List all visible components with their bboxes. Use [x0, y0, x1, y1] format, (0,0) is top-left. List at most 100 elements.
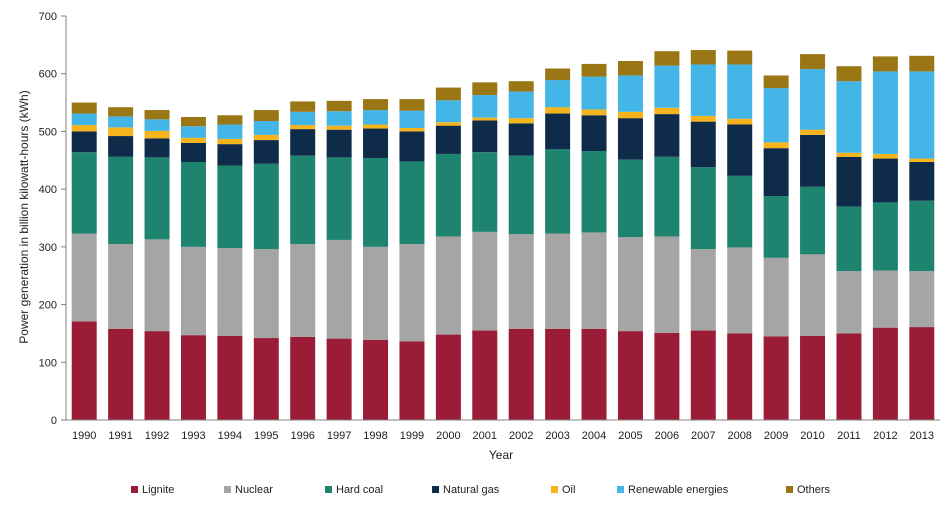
bar-segment-lignite [326, 338, 352, 420]
bar-segment-hard-coal [654, 156, 680, 237]
y-tick-label: 0 [51, 415, 57, 427]
bar-segment-renewable-energies [727, 64, 753, 119]
bar-segment-others [690, 50, 716, 65]
bar-segment-nuclear [545, 233, 571, 329]
bar-segment-renewable-energies [71, 113, 97, 126]
bar-segment-hard-coal [180, 162, 206, 247]
bar-stack-2000 [435, 87, 461, 420]
bar-segment-renewable-energies [253, 121, 279, 135]
bar-segment-others [253, 110, 279, 122]
bar-segment-hard-coal [217, 165, 243, 249]
bar-segment-natural-gas [545, 113, 571, 150]
bar-stack-2003 [545, 68, 571, 420]
legend-item-lignite: Lignite [131, 484, 174, 496]
x-tick-label: 1993 [181, 430, 205, 442]
legend: Lignite Nuclear Hard coal Natural gas Oil Ren… [131, 484, 831, 496]
bar-stack-1990 [71, 102, 97, 420]
bar-segment-others [363, 99, 389, 111]
x-tick-label: 2011 [837, 430, 861, 442]
bar-segment-nuclear [617, 237, 643, 332]
legend-label: Natural gas [443, 484, 500, 496]
bar-segment-others [217, 115, 243, 125]
bar-segment-natural-gas [435, 125, 461, 154]
bar-segment-nuclear [800, 254, 826, 336]
x-tick-label: 1998 [363, 430, 387, 442]
bar-segment-lignite [836, 333, 862, 420]
bar-segment-natural-gas [253, 140, 279, 164]
x-tick-label: 1994 [218, 430, 242, 442]
bar-segment-lignite [909, 327, 935, 420]
legend-item-renewable-energies: Renewable energies [617, 484, 729, 496]
x-tick-label: 1996 [290, 430, 314, 442]
bar-stack-1999 [399, 99, 425, 420]
bar-segment-oil [253, 134, 279, 141]
bar-segment-oil [872, 153, 898, 159]
bar-stack-2013 [909, 55, 935, 420]
y-tick-label: 400 [39, 184, 57, 196]
bar-segment-oil [800, 129, 826, 135]
bar-segment-hard-coal [508, 155, 534, 235]
bar-segment-nuclear [836, 271, 862, 334]
bar-segment-renewable-energies [217, 124, 243, 139]
bar-segment-lignite [654, 332, 680, 420]
bar-segment-natural-gas [217, 144, 243, 166]
bar-stack-2011 [836, 66, 862, 420]
bar-segment-oil [290, 125, 316, 130]
bar-stack-1997 [326, 100, 352, 420]
bar-stack-2005 [617, 61, 643, 420]
bar-segment-lignite [363, 339, 389, 420]
bar-segment-others [435, 87, 461, 101]
bar-segment-nuclear [71, 233, 97, 322]
bar-segment-renewable-energies [654, 65, 680, 108]
bar-segment-nuclear [326, 239, 352, 339]
bar-segment-lignite [180, 335, 206, 420]
bar-segment-lignite [399, 341, 425, 420]
legend-item-oil: Oil [551, 484, 575, 496]
bar-segment-oil [180, 137, 206, 143]
bar-segment-others [763, 75, 789, 89]
bar-stack-1998 [363, 99, 389, 420]
bar-segment-natural-gas [800, 134, 826, 187]
x-tick-label: 1992 [145, 430, 169, 442]
bar-segment-others [617, 61, 643, 76]
bar-segment-others [508, 81, 534, 92]
x-tick-label: 2010 [800, 430, 824, 442]
bar-segment-oil [836, 152, 862, 157]
bar-stack-2001 [472, 82, 498, 420]
x-tick-label: 2012 [873, 430, 897, 442]
legend-item-natural-gas: Natural gas [432, 484, 500, 496]
bar-segment-oil [763, 142, 789, 149]
bar-segment-renewable-energies [545, 80, 571, 108]
bar-segment-nuclear [399, 243, 425, 342]
bar-segment-others [71, 102, 97, 114]
bar-segment-nuclear [253, 249, 279, 339]
bar-segment-oil [690, 115, 716, 122]
bar-segment-natural-gas [836, 156, 862, 207]
bar-segment-oil [435, 122, 461, 126]
bar-segment-oil [399, 127, 425, 132]
x-tick-label: 2013 [910, 430, 934, 442]
x-tick-label: 1999 [400, 430, 424, 442]
bar-segment-hard-coal [872, 202, 898, 271]
x-tick-label: 2009 [764, 430, 788, 442]
bar-segment-others [472, 82, 498, 96]
bar-segment-oil [654, 107, 680, 115]
bar-segment-hard-coal [909, 200, 935, 272]
bar-stack-1994 [217, 115, 243, 420]
legend-label: Lignite [142, 484, 174, 496]
x-tick-label: 1991 [108, 430, 132, 442]
x-tick-label: 2008 [727, 430, 751, 442]
bar-segment-renewable-energies [581, 76, 607, 110]
bar-segment-nuclear [508, 234, 534, 329]
y-axis-title: Power generation in billion kilowatt-hou… [17, 90, 31, 343]
x-tick-label: 1990 [72, 430, 96, 442]
bar-segment-renewable-energies [690, 64, 716, 116]
bar-segment-renewable-energies [872, 71, 898, 154]
bar-segment-lignite [763, 336, 789, 420]
bar-segment-nuclear [581, 232, 607, 329]
legend-item-others: Others [786, 484, 831, 496]
bar-segment-others [545, 68, 571, 81]
bar-segment-renewable-energies [763, 88, 789, 143]
bar-segment-hard-coal [836, 206, 862, 272]
bar-segment-others [872, 56, 898, 72]
